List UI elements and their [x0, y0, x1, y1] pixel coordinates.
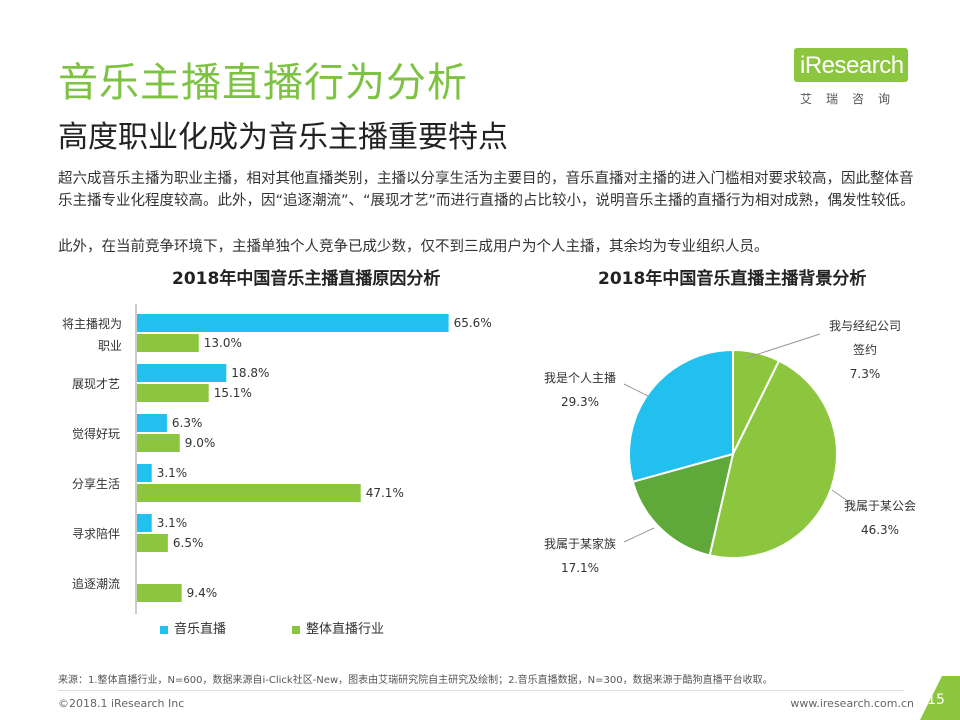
category-label: 觉得好玩: [72, 426, 120, 441]
category-label: 追逐潮流: [72, 576, 120, 591]
body-paragraph-1: 超六成音乐主播为职业主播，相对其他直播类别，主播以分享生活为主要目的，音乐直播对…: [58, 171, 915, 209]
bar-value-label: 3.1%: [157, 466, 188, 480]
copyright: ©2018.1 iResearch Inc: [58, 697, 185, 710]
bar-overall: [137, 534, 168, 552]
pie-leader-line: [831, 489, 856, 507]
pie-leader-line: [745, 333, 821, 359]
logo-sub: 艾瑞咨询: [800, 92, 905, 106]
page-number: 15: [927, 692, 945, 708]
page-corner-badge: [920, 676, 960, 720]
bar-music: [137, 514, 152, 532]
page-title: 音乐主播直播行为分析: [58, 60, 468, 106]
bar-value-label: 13.0%: [204, 336, 242, 350]
category-label: 将主播视为职业: [62, 316, 122, 353]
pie-slice-percent: 46.3%: [861, 523, 899, 537]
bar-value-label: 6.3%: [172, 416, 203, 430]
category-label: 分享生活: [72, 476, 120, 491]
bar-value-label: 47.1%: [366, 486, 404, 500]
bar-value-label: 9.4%: [187, 586, 218, 600]
bar-music: [137, 414, 167, 432]
bar-chart: 将主播视为职业 65.6% 13.0% 展现才艺 18.8% 15.1% 觉得好玩 6.3% 9…: [62, 304, 492, 614]
pie-slice-label: 我是个人主播: [544, 371, 616, 385]
page-subtitle: 高度职业化成为音乐主播重要特点: [58, 120, 508, 155]
source-note: 来源：1.整体直播行业，N=600，数据来源自i-Click社区-New，图表由…: [58, 675, 773, 686]
logo-name: iResearch: [800, 52, 904, 79]
category-label: 展现才艺: [72, 377, 120, 391]
iresearch-logo: iResearch 艾瑞咨询: [790, 48, 910, 110]
pie-slice: [708, 359, 838, 559]
website: www.iresearch.com.cn: [790, 697, 914, 710]
bar-value-label: 6.5%: [173, 536, 204, 550]
bar-overall: [137, 334, 199, 352]
legend-music: 音乐直播: [160, 618, 226, 637]
legend-swatch-music: [160, 625, 168, 634]
category-label: 寻求陪伴: [72, 526, 120, 541]
bar-overall: [137, 484, 361, 502]
legend-label-music: 音乐直播: [174, 622, 227, 637]
bar-chart-title: 2018年中国音乐主播直播原因分析: [172, 269, 441, 289]
bar-overall: [137, 384, 209, 402]
legend-label-overall: 整体直播行业: [306, 622, 385, 637]
bar-overall: [137, 434, 180, 452]
pie-slice-percent: 7.3%: [850, 367, 881, 381]
bar-music: [137, 464, 152, 482]
legend-swatch-overall: [292, 625, 300, 634]
bar-value-label: 15.1%: [214, 386, 252, 400]
pie-leader-line: [623, 527, 655, 543]
pie-chart: 我与经纪公司签约 7.3% 我属于某公会 46.3% 我属于某家族 17.1% 我是个人主播…: [544, 319, 916, 575]
bar-overall: [137, 584, 182, 602]
bar-value-label: 9.0%: [185, 436, 216, 450]
pie-slice-label: 我属于某家族: [544, 536, 616, 551]
pie-leader-line: [623, 383, 649, 397]
pie-slice: [631, 452, 735, 557]
pie-slice-percent: 17.1%: [561, 561, 599, 575]
footer-divider: [58, 690, 904, 691]
bar-value-label: 18.8%: [231, 366, 269, 380]
pie-slice-percent: 29.3%: [561, 395, 599, 409]
pie-slice-label: 我属于某公会: [844, 499, 916, 513]
pie-chart-title: 2018年中国音乐直播主播背景分析: [598, 269, 867, 289]
bar-music: [137, 364, 227, 382]
pie-slice: [628, 348, 734, 483]
corner-shape: [920, 676, 960, 720]
pie-slice-label: 我与经纪公司签约: [829, 319, 901, 357]
legend-overall: 整体直播行业: [292, 618, 384, 637]
bar-music: [137, 314, 449, 332]
bar-value-label: 65.6%: [454, 316, 492, 330]
body-paragraph-2: 此外，在当前竞争环境下，主播单独个人竞争已成少数，仅不到三成用户为个人主播，其余…: [58, 239, 769, 255]
logo-box: [794, 48, 908, 82]
bar-value-label: 3.1%: [157, 516, 188, 530]
